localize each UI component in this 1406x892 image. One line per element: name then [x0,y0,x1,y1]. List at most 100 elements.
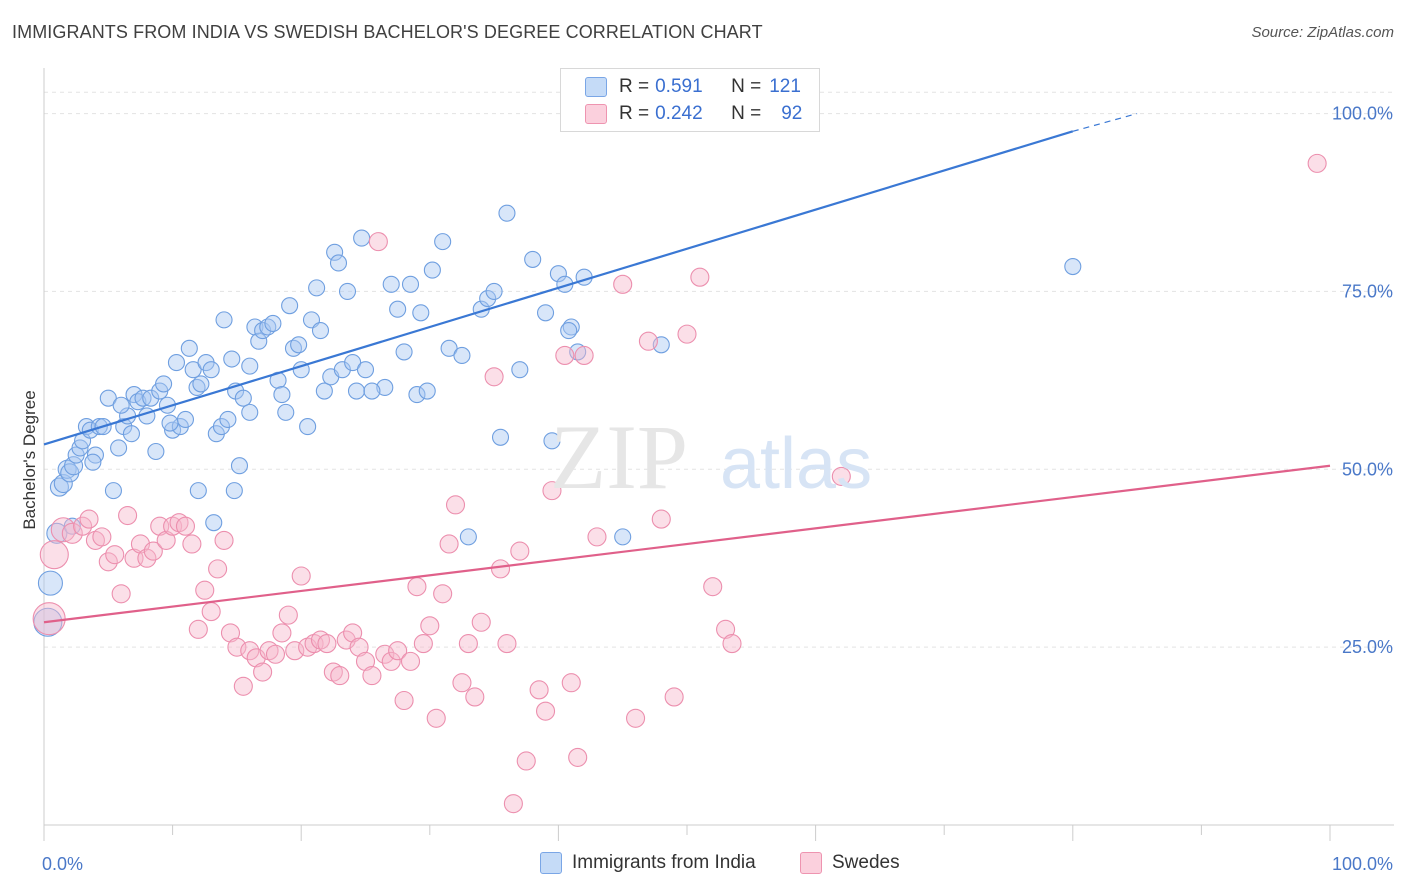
data-point [142,389,160,407]
legend-n-label: N = [731,103,762,124]
data-point [323,662,343,682]
data-point [208,559,228,579]
data-point [220,623,241,643]
data-point [389,300,407,318]
data-point [259,641,279,661]
data-point [176,410,195,429]
data-point [408,386,426,404]
data-point [234,389,252,407]
data-point [167,354,186,372]
data-point [426,708,446,728]
data-point [349,637,369,657]
legend-r-value: 0.242 [655,103,703,124]
data-point [264,314,282,332]
data-point [401,275,420,293]
y-tick-label: 100.0% [1332,104,1393,124]
data-point [240,641,260,661]
trend-line-india [43,130,1074,446]
data-point [407,577,427,597]
data-point [376,378,394,397]
data-point [99,389,117,407]
data-point [471,612,491,632]
data-point [290,336,308,354]
data-point [434,233,452,251]
data-point [458,634,478,654]
data-point [291,566,311,586]
data-point [63,517,81,535]
data-point [311,322,330,340]
data-point [155,375,173,393]
correlation-legend: R = 0.591 N = 121 R = 0.242 N = 92 [560,68,820,132]
data-point [110,439,128,457]
data-point [137,548,157,568]
data-point [92,527,112,547]
data-point [192,375,210,393]
data-point [381,651,401,671]
data-points [32,153,1327,814]
data-point [418,382,436,400]
data-point [329,254,348,272]
legend-item-india[interactable]: Immigrants from India [540,852,756,874]
data-point [195,580,215,600]
data-point [281,297,299,315]
data-point [233,676,253,696]
data-point [214,530,234,550]
data-point [111,584,131,604]
data-point [315,382,333,400]
data-point [250,332,268,350]
chart-title: IMMIGRANTS FROM INDIA VS SWEDISH BACHELO… [12,22,763,42]
data-point [395,343,413,361]
data-point [626,708,646,728]
data-point [310,630,331,650]
data-point [413,634,433,654]
data-point [433,584,453,604]
data-point [543,432,561,450]
data-point [355,651,376,671]
source-label: Source: ZipAtlas.com [1251,24,1394,41]
data-point [112,396,130,414]
data-point [1307,153,1327,173]
data-point [638,331,658,351]
x-tick-label: 0.0% [42,854,83,874]
data-point [503,794,523,814]
legend-r-label: R = [619,76,650,97]
data-point [143,541,163,561]
data-point [230,457,249,475]
tick-labels: 25.0% 50.0% 75.0% 100.0% 0.0% 100.0% [42,104,1393,874]
data-point [265,644,286,664]
data-point [161,414,179,432]
data-point [277,403,295,421]
data-point [382,275,400,293]
data-point [394,690,414,711]
data-point [227,637,247,657]
y-axis-label: Bachelor's Degree [20,390,39,530]
y-tick-label: 50.0% [1342,459,1393,479]
data-point [423,261,441,279]
data-point [169,513,189,533]
data-point [57,459,77,479]
data-point [388,641,408,661]
data-point [326,243,344,261]
legend-r-label: R = [619,103,650,124]
data-point [188,619,208,639]
data-point [452,673,472,693]
data-point [587,527,607,547]
data-point [536,304,555,322]
data-point [542,481,562,501]
data-point [716,619,736,639]
data-point [330,666,350,686]
data-point [465,687,485,707]
series-india [33,204,1082,637]
data-point [516,751,536,771]
data-point [677,324,697,344]
legend-swatch-swedes [585,104,607,124]
legend-r-value: 0.591 [655,76,703,97]
data-point [202,361,220,379]
data-point [690,267,710,287]
data-point [223,350,241,368]
legend-item-swedes[interactable]: Swedes [800,852,900,874]
data-point [484,367,504,387]
data-point [722,634,742,654]
data-point [343,623,363,643]
